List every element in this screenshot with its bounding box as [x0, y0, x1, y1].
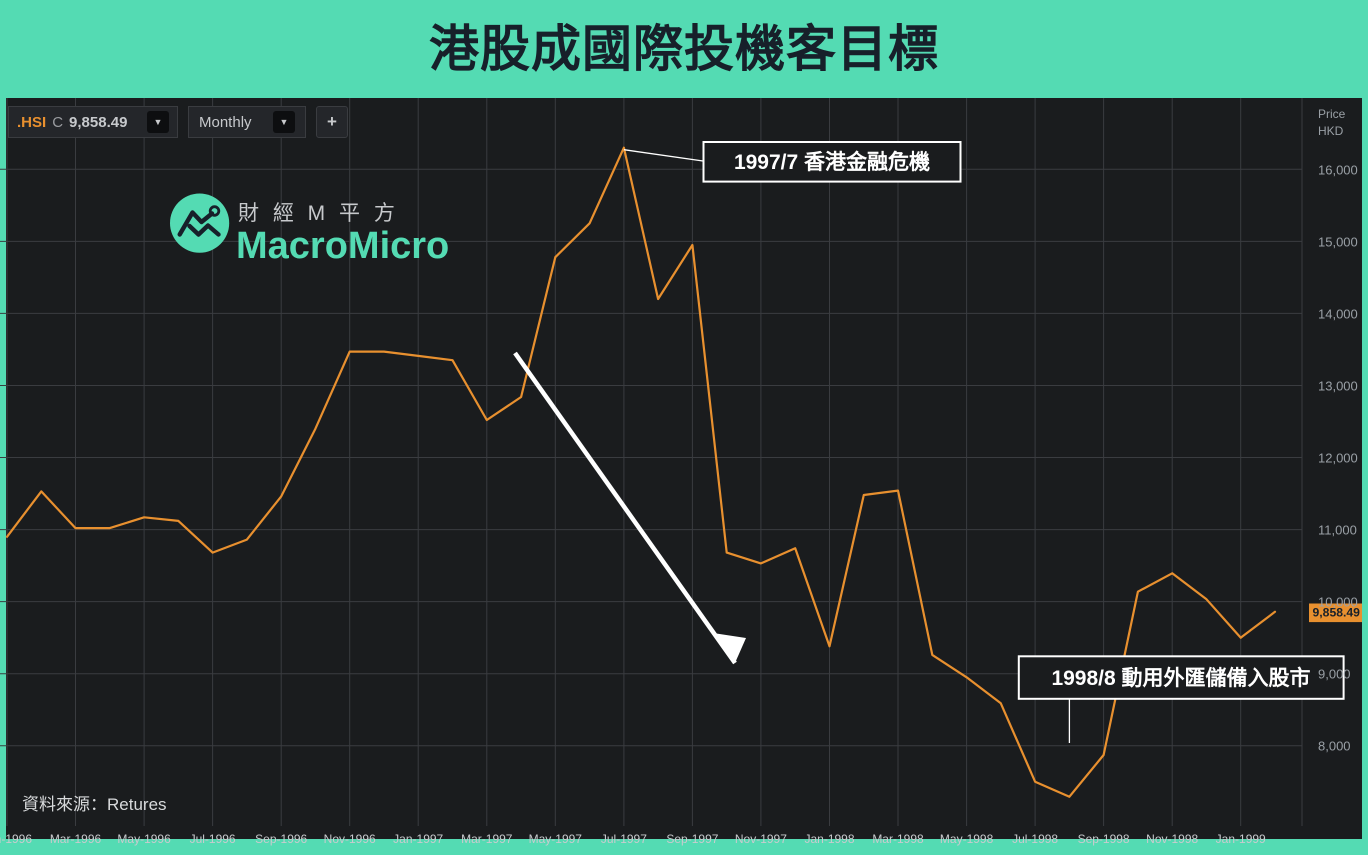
svg-text:Jan-1997: Jan-1997 — [393, 832, 443, 846]
svg-text:11,000: 11,000 — [1318, 523, 1357, 538]
svg-text:HKD: HKD — [1318, 124, 1344, 138]
svg-text:Sep-1996: Sep-1996 — [255, 832, 307, 846]
svg-text:Nov-1997: Nov-1997 — [735, 832, 787, 846]
svg-text:Nov-1998: Nov-1998 — [1146, 832, 1198, 846]
svg-text:8,000: 8,000 — [1318, 739, 1351, 754]
svg-text:15,000: 15,000 — [1318, 234, 1358, 249]
svg-text:9,000: 9,000 — [1318, 667, 1351, 682]
svg-text:1997/7 香港金融危機: 1997/7 香港金融危機 — [734, 150, 930, 174]
svg-text:16,000: 16,000 — [1318, 162, 1358, 177]
svg-text:Sep-1998: Sep-1998 — [1078, 832, 1130, 846]
svg-text:Jul-1997: Jul-1997 — [601, 832, 647, 846]
svg-text:財 經 M 平 方: 財 經 M 平 方 — [238, 202, 399, 225]
svg-text:14,000: 14,000 — [1318, 306, 1358, 321]
svg-text:13,000: 13,000 — [1318, 379, 1358, 394]
svg-text:Jan-1996: Jan-1996 — [0, 832, 32, 846]
svg-text:1998/8 動用外匯儲備入股市: 1998/8 動用外匯儲備入股市 — [1051, 666, 1310, 690]
svg-text:Jul-1996: Jul-1996 — [190, 832, 236, 846]
svg-text:10,000: 10,000 — [1318, 595, 1358, 610]
svg-text:Jul-1998: Jul-1998 — [1012, 832, 1058, 846]
svg-text:資料來源：Retures: 資料來源：Retures — [22, 795, 167, 814]
svg-text:MacroMicro: MacroMicro — [236, 225, 449, 267]
svg-text:Sep-1997: Sep-1997 — [666, 832, 718, 846]
svg-text:Price: Price — [1318, 107, 1346, 121]
svg-text:Mar-1997: Mar-1997 — [461, 832, 513, 846]
svg-text:Mar-1996: Mar-1996 — [50, 832, 102, 846]
svg-text:May-1998: May-1998 — [940, 832, 994, 846]
svg-text:Jan-1999: Jan-1999 — [1216, 832, 1266, 846]
svg-text:May-1997: May-1997 — [529, 832, 583, 846]
svg-text:Mar-1998: Mar-1998 — [872, 832, 924, 846]
svg-text:Jan-1998: Jan-1998 — [804, 832, 854, 846]
svg-text:12,000: 12,000 — [1318, 451, 1358, 466]
svg-text:May-1996: May-1996 — [117, 832, 171, 846]
svg-text:Nov-1996: Nov-1996 — [324, 832, 376, 846]
